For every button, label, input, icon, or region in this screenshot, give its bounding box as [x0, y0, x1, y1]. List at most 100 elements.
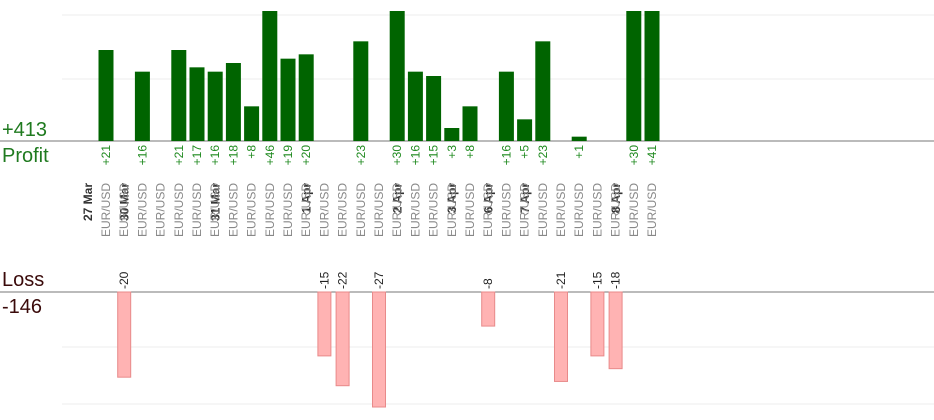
gridlines — [62, 14, 934, 405]
date-label: 27 Mar — [81, 183, 95, 221]
loss-bar — [590, 291, 605, 357]
symbol-label: EUR/USD — [554, 183, 568, 237]
profit-value-label: +17 — [190, 145, 204, 166]
profit-value-label: +16 — [135, 145, 149, 166]
loss-value-label: -22 — [336, 271, 350, 289]
profit-value-label: +19 — [281, 145, 295, 166]
profit-bar — [407, 71, 423, 141]
symbol-label: EUR/USD — [99, 183, 113, 237]
symbol-label: EUR/USD — [590, 183, 604, 237]
symbol-labels: EUR/USD EUR/USD EUR/USD EUR/USD EUR/USD EUR/U… — [99, 183, 659, 237]
date-label: 8 Apr — [609, 183, 623, 214]
loss-bar — [117, 291, 132, 378]
profit-bar — [498, 71, 514, 141]
symbol-label: EUR/USD — [372, 183, 386, 237]
loss-value-label: -15 — [590, 271, 604, 289]
profit-bar — [207, 71, 223, 141]
profit-bar — [280, 58, 296, 141]
profit-value-label: +41 — [645, 145, 659, 166]
loss-bar — [554, 291, 568, 382]
symbol-label: EUR/USD — [408, 183, 422, 237]
loss-value-label: -20 — [117, 271, 131, 289]
symbol-label: EUR/USD — [190, 183, 204, 237]
symbol-label: EUR/USD — [354, 183, 368, 237]
profit-value-label: +16 — [499, 145, 513, 166]
date-label: 6 Apr — [481, 183, 495, 214]
profit-bar — [535, 41, 551, 142]
loss-bars — [117, 291, 623, 408]
profit-bar — [426, 76, 442, 141]
profit-bar — [444, 128, 460, 141]
profit-bar — [517, 119, 533, 141]
loss-value-label: -21 — [554, 271, 568, 289]
profit-bar — [244, 106, 260, 141]
profit-value-label: +8 — [463, 145, 477, 159]
date-label: 7 Apr — [518, 183, 532, 214]
symbol-label: EUR/USD — [281, 183, 295, 237]
date-label: 1 Apr — [299, 183, 313, 214]
profit-bar — [171, 50, 187, 141]
loss-bar — [372, 291, 386, 408]
symbol-label: EUR/USD — [627, 183, 641, 237]
profit-value-label: +3 — [445, 145, 459, 159]
date-label: 31 Mar — [208, 183, 222, 221]
profit-bar — [262, 11, 278, 141]
profit-bar — [353, 41, 369, 142]
symbol-label: EUR/USD — [317, 183, 331, 237]
symbol-label: EUR/USD — [135, 183, 149, 237]
profit-bar — [298, 54, 314, 142]
profit-value-labels: +21 +16 +21 +17 +16 +18 +8 +46 +19 +20 +23 +30 +16 +1… — [99, 145, 659, 166]
loss-label: Loss — [2, 269, 45, 291]
symbol-label: EUR/USD — [572, 183, 586, 237]
profit-value-label: +46 — [263, 145, 277, 166]
profit-value-label: +8 — [245, 145, 259, 159]
profit-value-label: +18 — [226, 145, 240, 166]
symbol-label: EUR/USD — [536, 183, 550, 237]
profit-bar — [189, 67, 205, 141]
profit-value-label: +21 — [172, 145, 186, 166]
profit-value-label: +23 — [536, 145, 550, 166]
symbol-label: EUR/USD — [336, 183, 350, 237]
loss-bar — [481, 291, 496, 327]
symbol-label: EUR/USD — [117, 183, 131, 237]
profit-value-label: +15 — [427, 145, 441, 166]
loss-value-labels: -20 -15 -22 -27 -8 -21 -15 -18 — [117, 271, 622, 289]
profit-bar — [389, 11, 405, 141]
profit-total: +413 — [2, 119, 48, 141]
profit-value-label: +30 — [390, 145, 404, 166]
profit-bar — [462, 106, 478, 141]
profit-bar — [225, 63, 241, 141]
symbol-label: EUR/USD — [518, 183, 532, 237]
symbol-label: EUR/USD — [245, 183, 259, 237]
symbol-label: EUR/USD — [263, 183, 277, 237]
profit-value-label: +5 — [518, 145, 532, 159]
loss-bar — [317, 291, 332, 357]
profit-value-label: +16 — [408, 145, 422, 166]
profit-bar — [571, 136, 587, 141]
symbol-label: EUR/USD — [299, 183, 313, 237]
profit-bar — [98, 50, 114, 141]
symbol-label: EUR/USD — [226, 183, 240, 237]
profit-value-label: +20 — [299, 145, 313, 166]
profit-label: Profit — [2, 145, 49, 167]
loss-total: -146 — [2, 296, 43, 318]
symbol-label: EUR/USD — [172, 183, 186, 237]
loss-value-label: -8 — [481, 278, 495, 289]
symbol-label: EUR/USD — [154, 183, 168, 237]
loss-bar — [335, 291, 350, 387]
loss-bar — [608, 291, 623, 370]
date-label: 3 Apr — [445, 183, 459, 214]
loss-value-label: -27 — [372, 271, 386, 289]
loss-value-label: -18 — [609, 271, 623, 289]
symbol-label: EUR/USD — [463, 183, 477, 237]
symbol-label: EUR/USD — [208, 183, 222, 237]
profit-value-label: +30 — [627, 145, 641, 166]
profit-value-label: +1 — [572, 145, 586, 159]
profit-bar — [626, 11, 642, 141]
profit-value-label: +21 — [99, 145, 113, 166]
symbol-label: EUR/USD — [427, 183, 441, 237]
loss-value-label: -15 — [317, 271, 331, 289]
symbol-label: EUR/USD — [499, 183, 513, 237]
symbol-label: EUR/USD — [481, 183, 495, 237]
